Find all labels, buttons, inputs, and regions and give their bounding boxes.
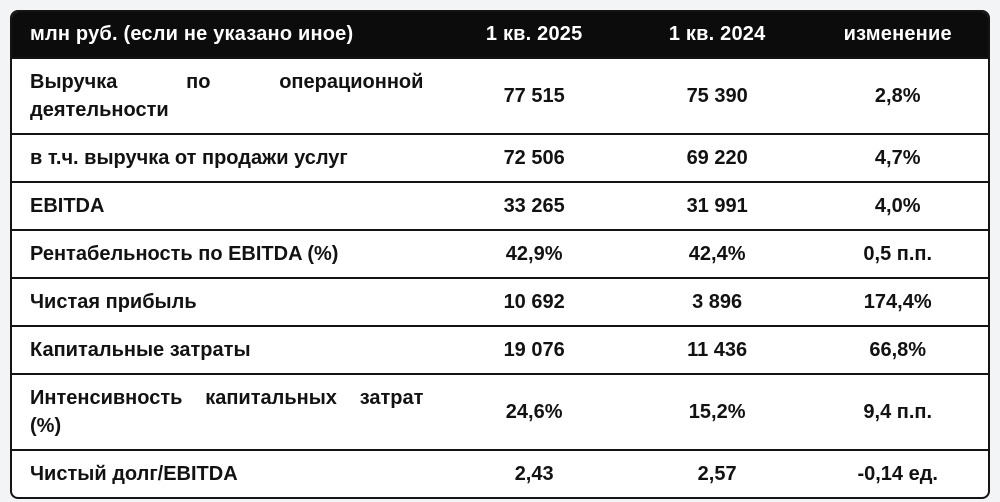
- row-label: Интенсивность капитальных затрат (%): [12, 373, 442, 450]
- row-label: Чистая прибыль: [12, 277, 442, 326]
- value-change: 174,4%: [807, 277, 988, 326]
- table-row: Выручка по операционной деятельности 77 …: [12, 57, 988, 134]
- header-cell-units: млн руб. (если не указано иное): [12, 12, 442, 58]
- value-q1-2025: 2,43: [441, 449, 627, 497]
- row-label: EBITDA: [12, 181, 442, 230]
- value-q1-2024: 15,2%: [626, 373, 808, 450]
- header-row: млн руб. (если не указано иное) 1 кв. 20…: [12, 12, 988, 58]
- value-q1-2025: 72 506: [441, 133, 627, 182]
- value-change: 0,5 п.п.: [807, 229, 988, 278]
- value-q1-2024: 31 991: [626, 181, 808, 230]
- financial-table: млн руб. (если не указано иное) 1 кв. 20…: [12, 12, 988, 497]
- table-header: млн руб. (если не указано иное) 1 кв. 20…: [12, 12, 988, 58]
- value-q1-2025: 42,9%: [441, 229, 627, 278]
- value-change: -0,14 ед.: [807, 449, 988, 497]
- value-change: 66,8%: [807, 325, 988, 374]
- value-q1-2025: 10 692: [441, 277, 627, 326]
- header-cell-q1-2025: 1 кв. 2025: [441, 12, 627, 58]
- row-label: Рентабельность по EBITDA (%): [12, 229, 442, 278]
- value-q1-2024: 75 390: [626, 57, 808, 134]
- table-row: Чистый долг/EBITDA 2,43 2,57 -0,14 ед.: [12, 449, 988, 497]
- value-change: 4,0%: [807, 181, 988, 230]
- value-change: 9,4 п.п.: [807, 373, 988, 450]
- table-row: Чистая прибыль 10 692 3 896 174,4%: [12, 277, 988, 326]
- header-cell-change: изменение: [807, 12, 988, 58]
- table-row: Интенсивность капитальных затрат (%) 24,…: [12, 373, 988, 450]
- table-row: в т.ч. выручка от продажи услуг 72 506 6…: [12, 133, 988, 182]
- value-q1-2025: 33 265: [441, 181, 627, 230]
- value-q1-2025: 77 515: [441, 57, 627, 134]
- row-label: Чистый долг/EBITDA: [12, 449, 442, 497]
- value-q1-2025: 19 076: [441, 325, 627, 374]
- value-change: 2,8%: [807, 57, 988, 134]
- row-label: Капитальные затраты: [12, 325, 442, 374]
- table-row: Капитальные затраты 19 076 11 436 66,8%: [12, 325, 988, 374]
- value-q1-2024: 42,4%: [626, 229, 808, 278]
- row-label: Выручка по операционной деятельности: [12, 57, 442, 134]
- header-cell-q1-2024: 1 кв. 2024: [626, 12, 808, 58]
- table-row: EBITDA 33 265 31 991 4,0%: [12, 181, 988, 230]
- value-q1-2024: 69 220: [626, 133, 808, 182]
- financial-table-card: млн руб. (если не указано иное) 1 кв. 20…: [10, 10, 990, 499]
- table-row: Рентабельность по EBITDA (%) 42,9% 42,4%…: [12, 229, 988, 278]
- row-label: в т.ч. выручка от продажи услуг: [12, 133, 442, 182]
- value-q1-2024: 2,57: [626, 449, 808, 497]
- table-body: Выручка по операционной деятельности 77 …: [12, 57, 988, 497]
- value-q1-2024: 11 436: [626, 325, 808, 374]
- value-q1-2025: 24,6%: [441, 373, 627, 450]
- value-change: 4,7%: [807, 133, 988, 182]
- value-q1-2024: 3 896: [626, 277, 808, 326]
